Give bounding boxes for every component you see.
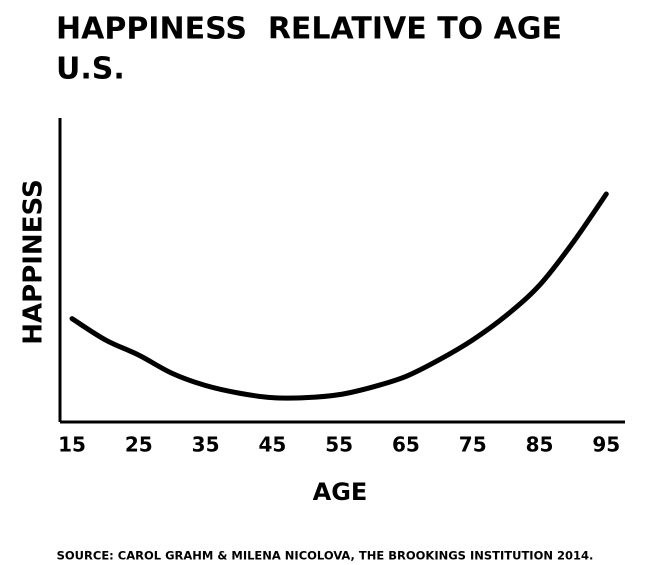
chart-title: HAPPINESS RELATIVE TO AGE [56,12,562,47]
x-tick-label: 45 [258,433,286,457]
x-axis-label: AGE [313,478,368,506]
x-tick-label: 15 [58,433,86,457]
happiness-curve [69,191,609,401]
chart-subtitle: U.S. [56,52,125,87]
y-axis-label: HAPPINESS [19,179,49,344]
x-tick-label: 55 [325,433,353,457]
x-tick-label: 65 [392,433,420,457]
x-tick-label: 25 [125,433,153,457]
x-tick-label: 85 [526,433,554,457]
x-tick-label: 35 [192,433,220,457]
source-note: SOURCE: CAROL GRAHM & MILENA NICOLOVA, T… [57,549,594,563]
x-tick-label: 75 [459,433,487,457]
x-tick-label: 95 [592,433,620,457]
